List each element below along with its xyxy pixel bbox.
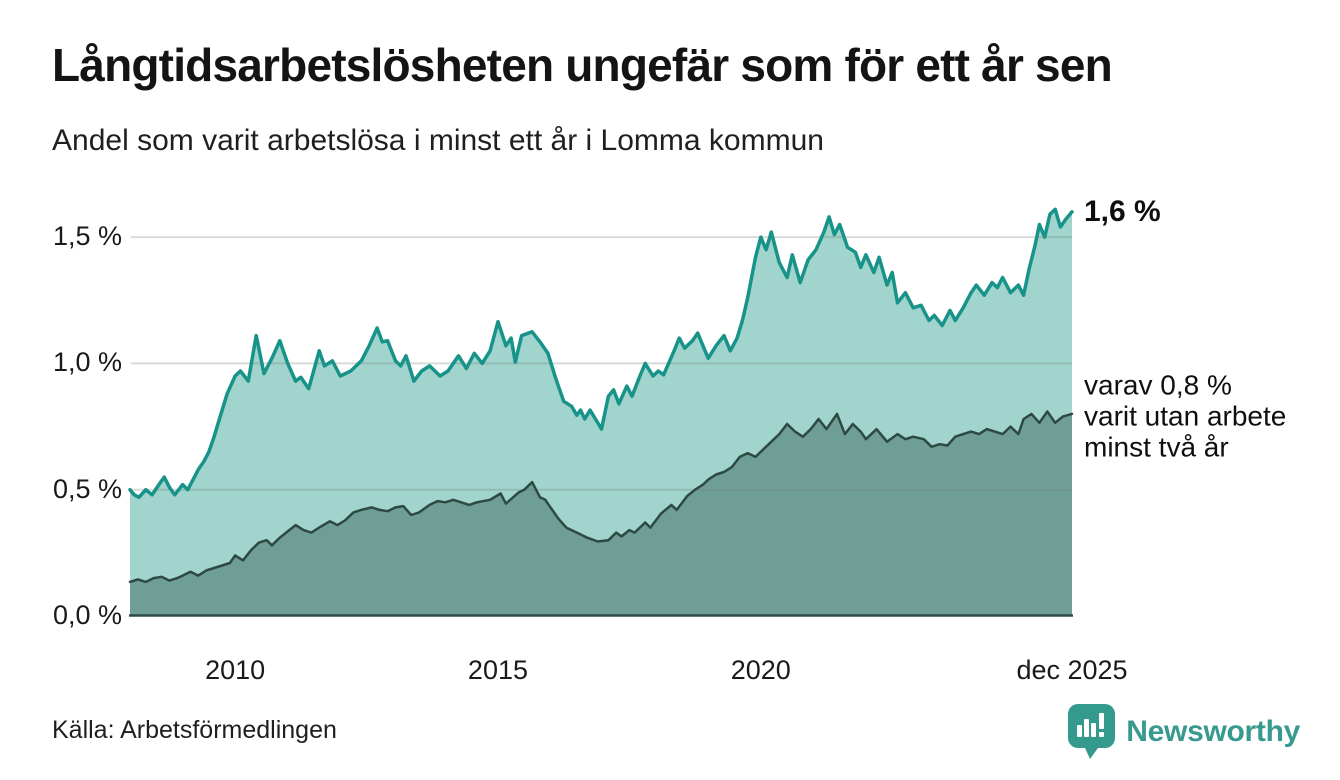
x-tick-label: 2010 (205, 655, 266, 685)
x-tick-label: 2020 (730, 655, 791, 685)
x-tick-label: 2015 (467, 655, 529, 685)
secondary-series-annotation: varav 0,8 % varit utan arbete minst två … (1084, 370, 1286, 463)
secondary-annotation-line: minst två år (1084, 431, 1229, 463)
series-line-minst-ett-ar (128, 207, 1074, 500)
source-attribution: Källa: Arbetsförmedlingen (52, 716, 337, 744)
y-tick-label: 0,5 % (52, 473, 122, 504)
secondary-annotation-line: varav 0,8 % (1084, 369, 1232, 401)
end-value-label: 1,6 % (1084, 194, 1161, 228)
page-title: Långtidsarbetslösheten ungefär som för e… (52, 39, 1113, 91)
y-tick-label: 1,5 % (52, 220, 122, 251)
newsworthy-brand: Newsworthy (1068, 704, 1300, 760)
brand-name: Newsworthy (1126, 715, 1300, 748)
newsworthy-logo-icon (1068, 704, 1116, 759)
secondary-annotation-line: varit utan arbete (1084, 400, 1287, 432)
x-tick-label: dec 2025 (1016, 655, 1128, 685)
y-tick-label: 0,0 % (52, 599, 122, 630)
series-line-minst-tva-ar (128, 410, 1074, 584)
y-tick-label: 1,0 % (52, 347, 122, 378)
chart-subtitle: Andel som varit arbetslösa i minst ett å… (52, 124, 824, 157)
series-area-minst-tva-ar (130, 411, 1072, 616)
